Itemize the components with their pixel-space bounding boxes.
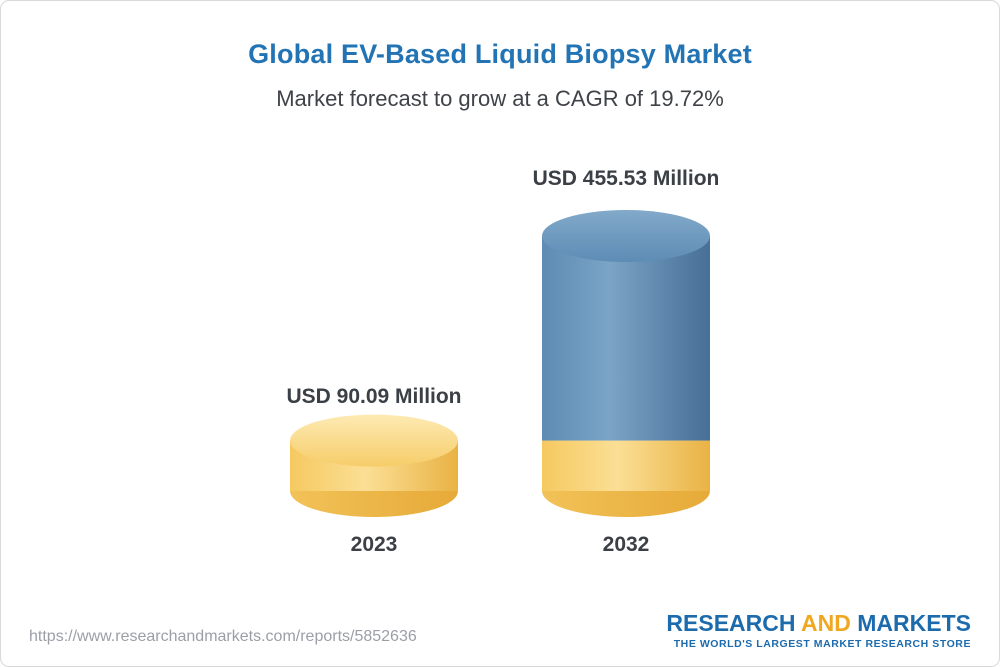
logo-wordmark: RESEARCH AND MARKETS bbox=[666, 611, 971, 635]
bar-2032-base-band bbox=[542, 440, 710, 491]
research-and-markets-logo: RESEARCH AND MARKETS THE WORLD'S LARGEST… bbox=[666, 611, 971, 650]
logo-word-research: RESEARCH bbox=[666, 609, 802, 636]
page-title: Global EV-Based Liquid Biopsy Market bbox=[248, 39, 752, 69]
bar-chart-canvas bbox=[290, 210, 710, 517]
bar-2032-cylinder bbox=[542, 236, 710, 441]
bar-2023-top bbox=[290, 414, 458, 467]
logo-word-and: AND bbox=[801, 609, 851, 636]
value-label-2032: USD 455.53 Million bbox=[532, 167, 720, 190]
bar-2032-top bbox=[542, 210, 710, 262]
bar-chart: USD 455.53 Million USD 90.09 Million 202… bbox=[1, 141, 999, 571]
x-axis-label-2023: 2023 bbox=[350, 533, 398, 556]
logo-tagline: THE WORLD'S LARGEST MARKET RESEARCH STOR… bbox=[673, 638, 971, 650]
logo-word-markets: MARKETS bbox=[850, 609, 971, 636]
value-label-2023: USD 90.09 Million bbox=[286, 385, 462, 408]
chart-header: Global EV-Based Liquid Biopsy Market Mar… bbox=[1, 39, 999, 112]
report-url-link[interactable]: https://www.researchandmarkets.com/repor… bbox=[29, 628, 417, 645]
page-subtitle: Market forecast to grow at a CAGR of 19.… bbox=[276, 86, 724, 111]
x-axis-label-2032: 2032 bbox=[602, 533, 650, 556]
